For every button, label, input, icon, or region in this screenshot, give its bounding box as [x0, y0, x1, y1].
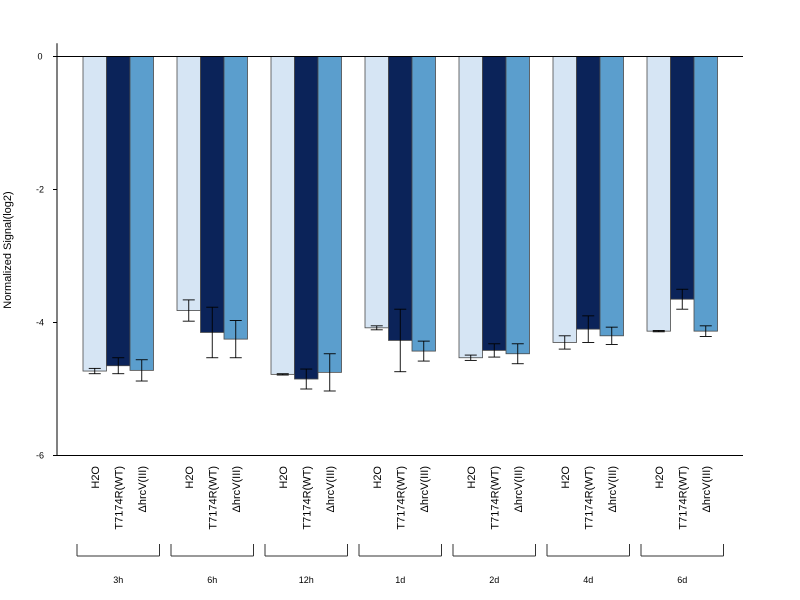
error-bar-6d-2 [676, 288, 689, 310]
bar-3h-1 [82, 56, 107, 372]
error-bar-6d-1 [652, 330, 665, 333]
group-label: 1d [395, 575, 405, 585]
bar-12h-1 [270, 56, 295, 375]
group-label: 6d [677, 575, 687, 585]
bar-2d-3 [505, 56, 530, 355]
axes-layer: 0 -2 -4 -6 H2O T7174R(WT) ΔhrcV(III) 3h H2O T7174… [36, 43, 743, 585]
error-bar-4d-3 [605, 326, 618, 345]
error-bar-12h-1 [276, 373, 289, 376]
y-tick-label: -6 [36, 451, 44, 461]
bar-6h-2 [200, 56, 225, 333]
bar-label: T7174R(WT) [395, 466, 407, 530]
bar-label: H2O [278, 466, 290, 489]
bar-label: T7174R(WT) [489, 466, 501, 530]
group-label: 3h [113, 575, 123, 585]
bar-label: H2O [560, 466, 572, 489]
error-bar-4d-2 [582, 315, 595, 343]
bar-label: ΔhrcV(III) [325, 466, 337, 512]
group-bracket-6h [170, 544, 254, 557]
group-bracket-6d [640, 544, 724, 557]
bar-label: ΔhrcV(III) [607, 466, 619, 512]
bar-label: H2O [184, 466, 196, 489]
bar-6h-3 [223, 56, 248, 340]
bar-6d-2 [670, 56, 695, 300]
bar-6d-1 [646, 56, 671, 332]
group-bracket-2d [452, 544, 536, 557]
bar-4d-2 [576, 56, 601, 330]
group-bracket-3h [76, 544, 160, 557]
bar-label: ΔhrcV(III) [513, 466, 525, 512]
bar-label: T7174R(WT) [583, 466, 595, 530]
bar-label: ΔhrcV(III) [419, 466, 431, 512]
bar-label: H2O [466, 466, 478, 489]
y-tick-label: 0 [37, 52, 42, 62]
bar-label: H2O [372, 466, 384, 489]
error-bar-12h-3 [323, 353, 336, 392]
error-bar-3h-3 [135, 359, 148, 382]
error-bar-1d-2 [394, 308, 407, 373]
bar-12h-2 [294, 56, 319, 380]
group-bracket-1d [358, 544, 442, 557]
error-bar-6h-3 [229, 320, 242, 359]
error-bar-1d-3 [417, 340, 430, 362]
bar-label: H2O [90, 466, 102, 489]
group-bracket-4d [546, 544, 630, 557]
bar-2d-1 [458, 56, 483, 359]
bar-6d-3 [693, 56, 718, 332]
bar-label: T7174R(WT) [301, 466, 313, 530]
group-label: 4d [583, 575, 593, 585]
error-bar-1d-1 [370, 325, 383, 331]
error-bar-6d-3 [699, 325, 712, 337]
bar-6h-1 [176, 56, 201, 311]
error-bar-2d-2 [488, 343, 501, 358]
bar-4d-1 [552, 56, 577, 343]
bar-label: ΔhrcV(III) [231, 466, 243, 512]
y-axis-label: Normalized Signal(log2) [2, 191, 14, 308]
group-label: 6h [207, 575, 217, 585]
bar-label: T7174R(WT) [207, 466, 219, 530]
error-bars-layer [88, 288, 712, 392]
error-bar-2d-1 [464, 354, 477, 361]
error-bar-12h-2 [300, 368, 313, 390]
group-label: 2d [489, 575, 499, 585]
bar-label: ΔhrcV(III) [701, 466, 713, 512]
error-bar-6h-2 [206, 306, 219, 359]
bar-label: T7174R(WT) [113, 466, 125, 530]
bar-3h-3 [129, 56, 154, 371]
error-bar-2d-3 [511, 343, 524, 365]
error-bar-3h-1 [88, 367, 101, 375]
bar-2d-2 [482, 56, 507, 351]
bar-1d-1 [364, 56, 389, 329]
error-bar-6h-1 [182, 299, 195, 322]
bar-3h-2 [106, 56, 131, 367]
bar-label: T7174R(WT) [677, 466, 689, 530]
group-bracket-12h [264, 544, 348, 557]
bars-layer [82, 56, 718, 380]
bar-label: H2O [654, 466, 666, 489]
bar-1d-3 [411, 56, 436, 352]
bar-4d-3 [599, 56, 624, 337]
bar-12h-3 [317, 56, 342, 373]
group-label: 12h [299, 575, 314, 585]
error-bar-3h-2 [112, 357, 125, 375]
bar-label: ΔhrcV(III) [137, 466, 149, 512]
y-tick-label: -2 [36, 185, 44, 195]
bar-1d-2 [388, 56, 413, 341]
error-bar-4d-1 [558, 335, 571, 350]
y-tick-label: -4 [36, 318, 44, 328]
